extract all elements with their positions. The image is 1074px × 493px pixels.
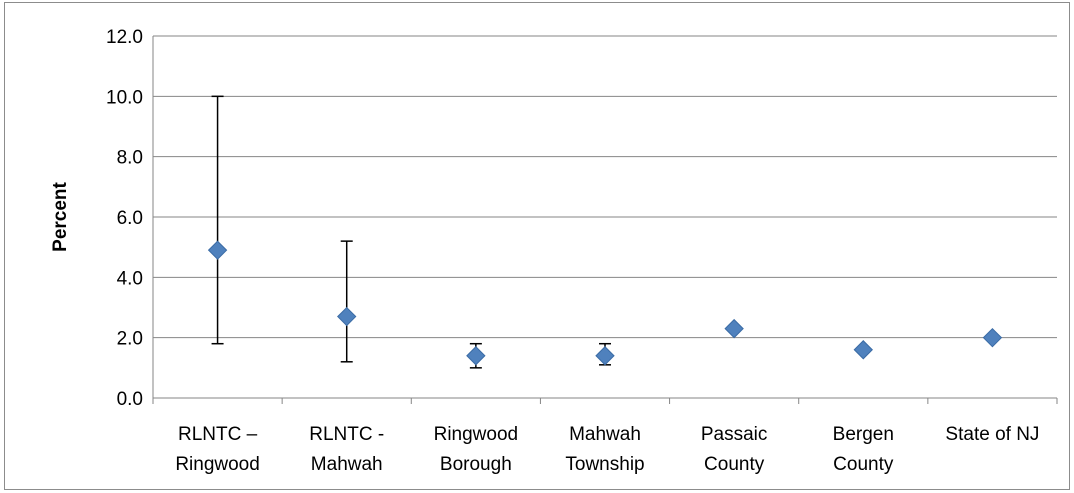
x-category-label: County	[704, 454, 765, 475]
y-tick-label: 4.0	[117, 268, 143, 289]
data-point	[595, 346, 615, 366]
x-category-label: RLNTC –	[178, 424, 258, 445]
x-category-label: State of NJ	[945, 424, 1039, 445]
data-point	[466, 346, 486, 366]
data-point	[207, 240, 228, 260]
data-point	[724, 318, 744, 339]
y-tick-label: 10.0	[106, 87, 143, 108]
x-category-label: Ringwood	[175, 454, 260, 475]
x-category-label: Mahwah	[311, 454, 383, 475]
y-tick-label: 6.0	[117, 208, 143, 229]
y-axis-title: Percent	[50, 181, 71, 251]
y-tick-label: 2.0	[117, 329, 143, 350]
chart-area	[4, 2, 1070, 490]
x-category-label: Ringwood	[434, 424, 519, 445]
y-tick-label: 12.0	[106, 27, 143, 48]
x-category-label: Mahwah	[569, 424, 641, 445]
data-point	[337, 306, 357, 327]
x-category-label: Bergen	[833, 424, 894, 445]
y-tick-label: 8.0	[117, 148, 143, 169]
x-category-label: Borough	[440, 454, 512, 475]
x-category-label: Passaic	[701, 424, 768, 445]
x-category-label: RLNTC -	[309, 424, 384, 445]
data-point	[853, 340, 873, 360]
x-category-label: County	[833, 454, 894, 475]
data-point	[982, 327, 1003, 348]
x-category-label: Township	[565, 454, 644, 475]
y-tick-label: 0.0	[117, 389, 143, 410]
